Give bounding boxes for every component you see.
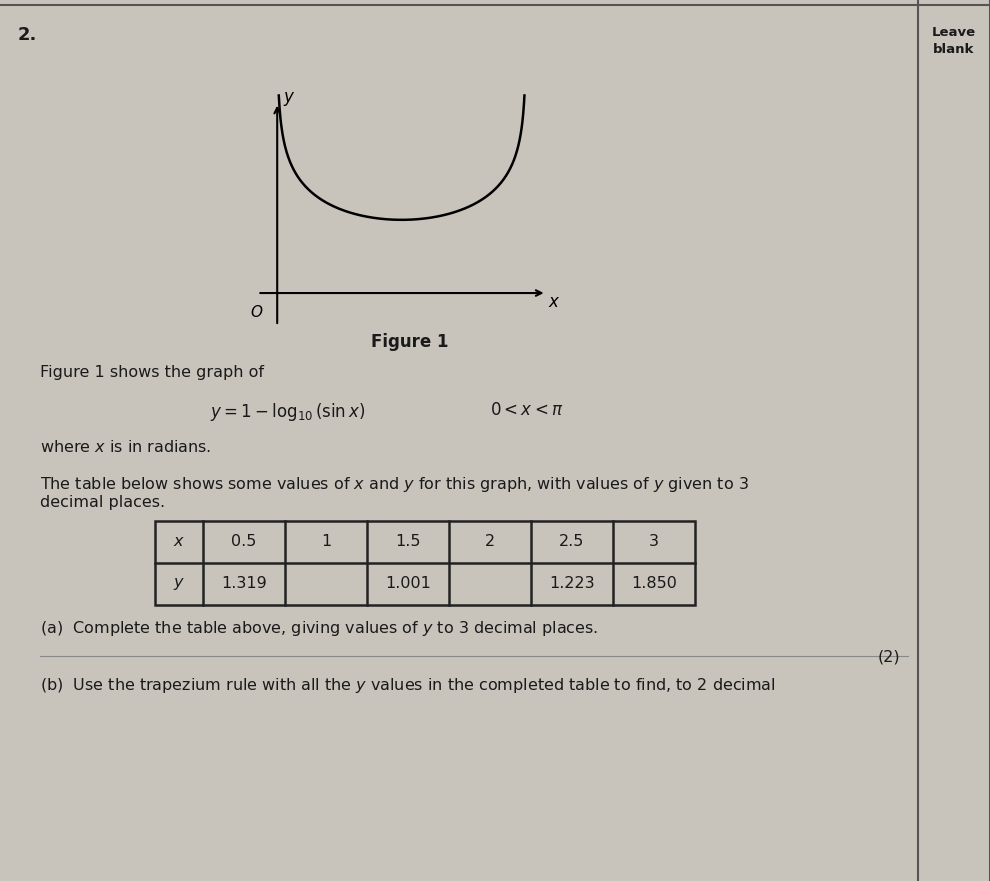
Text: 1.319: 1.319 bbox=[221, 576, 267, 591]
Text: 1: 1 bbox=[321, 535, 331, 550]
Text: blank: blank bbox=[934, 43, 975, 56]
Bar bbox=[155, 521, 695, 605]
Text: $y = 1 - \log_{10}(\sin x)$: $y = 1 - \log_{10}(\sin x)$ bbox=[210, 401, 365, 423]
Text: Figure 1: Figure 1 bbox=[371, 333, 448, 351]
Text: (a)  Complete the table above, giving values of $y$ to 3 decimal places.: (a) Complete the table above, giving val… bbox=[40, 619, 598, 638]
Text: 1.850: 1.850 bbox=[631, 576, 677, 591]
Text: $x$: $x$ bbox=[173, 535, 185, 550]
Text: (b)  Use the trapezium rule with all the $y$ values in the completed table to fi: (b) Use the trapezium rule with all the … bbox=[40, 676, 776, 695]
Text: 1.5: 1.5 bbox=[395, 535, 421, 550]
Text: 3: 3 bbox=[649, 535, 659, 550]
Text: $O$: $O$ bbox=[249, 304, 263, 320]
Text: The table below shows some values of $x$ and $y$ for this graph, with values of : The table below shows some values of $x$… bbox=[40, 475, 748, 494]
Text: Figure 1 shows the graph of: Figure 1 shows the graph of bbox=[40, 365, 264, 380]
Text: $y$: $y$ bbox=[173, 576, 185, 592]
Text: decimal places.: decimal places. bbox=[40, 495, 165, 510]
Text: 0.5: 0.5 bbox=[232, 535, 256, 550]
Text: Leave: Leave bbox=[932, 26, 976, 39]
Text: 2.: 2. bbox=[18, 26, 38, 44]
Text: 1.223: 1.223 bbox=[549, 576, 595, 591]
Text: $y$: $y$ bbox=[283, 90, 295, 108]
Text: 2.5: 2.5 bbox=[559, 535, 585, 550]
Text: 2: 2 bbox=[485, 535, 495, 550]
Text: $x$: $x$ bbox=[548, 292, 560, 311]
Text: where $x$ is in radians.: where $x$ is in radians. bbox=[40, 439, 211, 455]
Text: (2): (2) bbox=[877, 649, 900, 664]
Text: 1.001: 1.001 bbox=[385, 576, 431, 591]
Text: $0 < x < \pi$: $0 < x < \pi$ bbox=[490, 401, 563, 419]
